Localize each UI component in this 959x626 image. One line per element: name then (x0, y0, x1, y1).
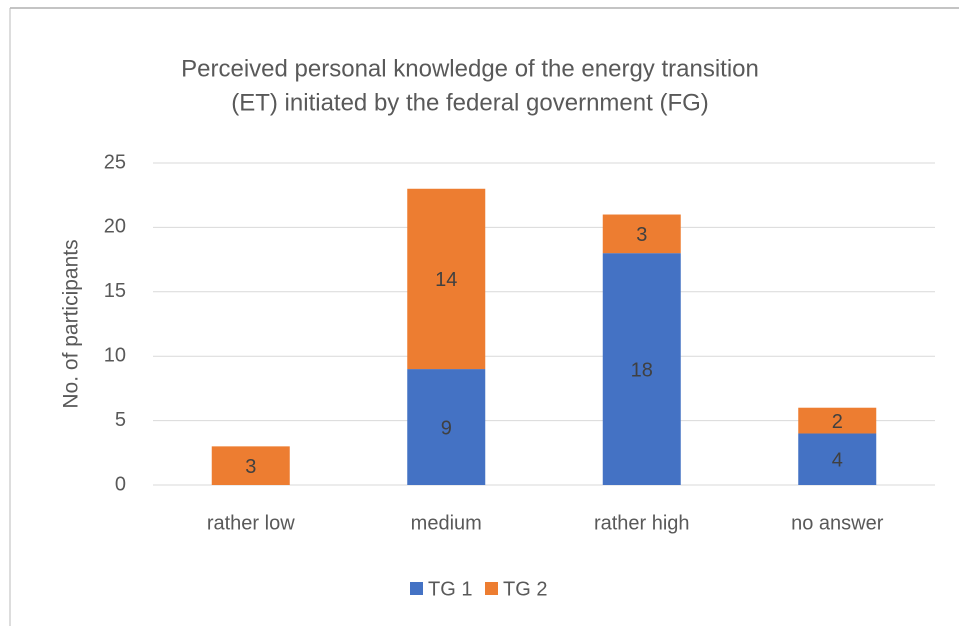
bar-segment (798, 407, 877, 434)
data-label: 2 (832, 411, 843, 433)
bar-segment (407, 188, 486, 370)
data-label: 4 (832, 450, 843, 472)
bar-segment (407, 369, 486, 485)
bar-segment (602, 253, 681, 485)
data-label: 3 (245, 456, 256, 478)
x-tick-label: rather low (207, 512, 295, 534)
data-label: 3 (636, 224, 647, 246)
legend-swatch (410, 582, 423, 595)
data-label: 18 (631, 359, 653, 381)
data-label: 9 (441, 417, 452, 439)
x-tick-label: no answer (791, 512, 884, 534)
bar-segment (798, 433, 877, 485)
bar-segment (602, 214, 681, 254)
y-tick-label: 25 (104, 151, 126, 173)
y-tick-label: 15 (104, 280, 126, 302)
y-tick-label: 5 (115, 409, 126, 431)
bar-segment (211, 446, 290, 485)
chart-title: (ET) initiated by the federal government… (231, 89, 709, 116)
x-tick-label: medium (411, 512, 482, 534)
legend-label: TG 2 (503, 578, 547, 600)
legend-swatch (485, 582, 498, 595)
y-axis-label: No. of participants (60, 239, 83, 408)
y-tick-label: 10 (104, 344, 126, 366)
data-label: 14 (435, 269, 457, 291)
y-tick-label: 20 (104, 216, 126, 238)
legend-label: TG 1 (428, 578, 472, 600)
chart-title: Perceived personal knowledge of the ener… (181, 55, 759, 82)
y-tick-label: 0 (115, 473, 126, 495)
x-tick-label: rather high (594, 512, 690, 534)
